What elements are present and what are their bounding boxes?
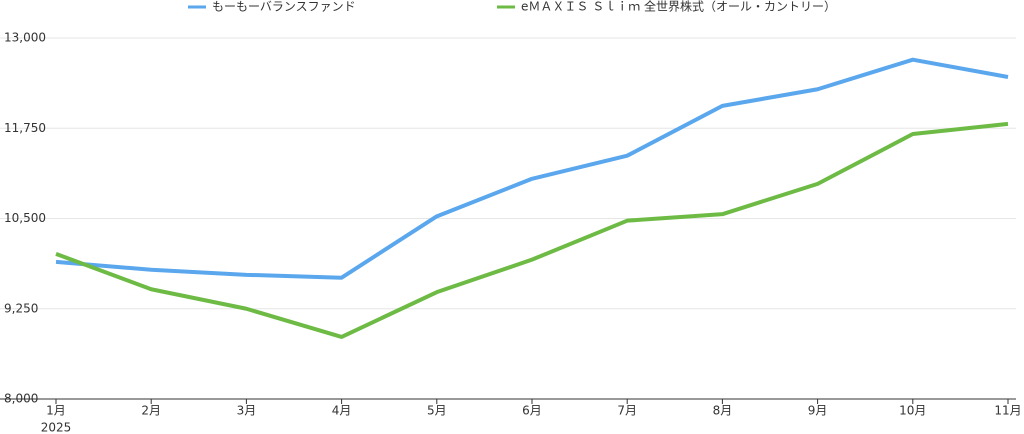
y-tick-label: 13,000 [4,31,46,45]
x-tick-label: 8月 [713,404,733,418]
y-tick-label: 9,250 [4,301,38,315]
x-tick-label: 6月 [522,404,542,418]
x-tick-label: 1月 [46,404,66,418]
y-tick-label: 11,750 [4,121,46,135]
series-line [55,121,1009,339]
y-tick-label: 8,000 [4,392,38,406]
x-tick-label: 9月 [808,404,828,418]
legend-label: もーもーバランスファンド [212,0,356,14]
x-tick-label: 7月 [617,404,637,418]
x-tick-label: 5月 [427,404,447,418]
y-tick-label: 10,500 [4,211,46,225]
legend-label: eＭＡＸＩＳ Ｓｌｉｍ 全世界株式（オール・カントリー） [521,0,836,14]
x-tick-label: 4月 [332,404,352,418]
series-line [55,57,1009,280]
x-tick-label: 3月 [237,404,257,418]
x-tick-label: 10月 [899,404,926,418]
year-label: 2025 [41,421,72,434]
x-tick-label: 2月 [141,404,161,418]
x-tick-label: 11月 [994,404,1021,418]
